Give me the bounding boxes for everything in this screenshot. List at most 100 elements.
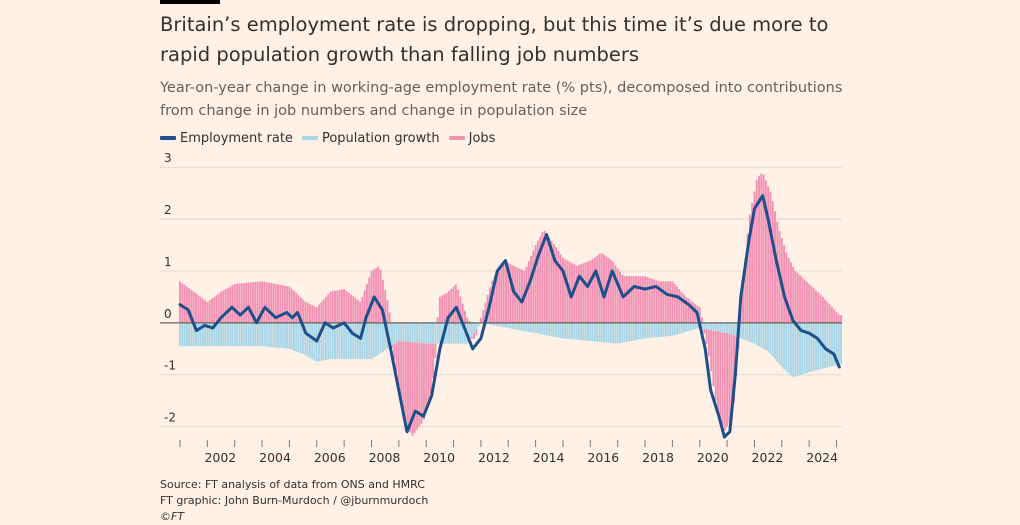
population-bar [753,323,755,344]
population-bar [528,323,530,332]
jobs-bar [528,261,530,323]
population-bar [583,323,585,341]
y-tick-label: 3 [164,151,172,165]
jobs-bar [311,305,313,323]
population-bar [275,323,277,348]
jobs-bar [603,255,605,323]
population-bar [685,323,687,332]
brand-bar [160,0,220,4]
population-bar [291,323,293,350]
jobs-bar [243,283,245,323]
jobs-bar [268,283,270,323]
population-bar [546,323,548,336]
population-bar [341,323,343,359]
jobs-bar [535,245,537,323]
jobs-bar [640,276,642,323]
population-bar [218,323,220,346]
population-bar [407,323,409,342]
population-bar [184,323,186,346]
population-bar [391,323,393,346]
population-bar [806,323,808,373]
jobs-bar [407,342,409,430]
jobs-bar [589,261,591,323]
jobs-bar [450,289,452,323]
jobs-bar [701,317,703,322]
chart-legend: Employment rate Population growth Jobs [160,129,504,147]
jobs-bar [295,293,297,323]
population-bar [790,323,792,376]
population-bar [428,323,430,344]
jobs-bar [304,302,306,323]
jobs-bar [681,292,683,323]
jobs-bar [238,284,240,323]
jobs-bars [179,174,842,436]
population-bar [236,323,238,346]
population-bar [423,323,425,344]
population-bar [769,323,771,354]
population-bar [539,323,541,334]
jobs-bar [263,282,265,323]
x-tick-label: 2020 [697,450,729,465]
population-bar [453,323,455,344]
population-bar [551,323,553,336]
jobs-bar [204,300,206,322]
jobs-bar [480,318,482,323]
population-bar [402,323,404,342]
jobs-bar [225,289,227,323]
jobs-bar [820,295,822,323]
legend-label-employment: Employment rate [180,131,293,146]
population-bar [571,323,573,339]
population-bar [229,323,231,346]
population-bar [544,323,546,335]
jobs-bar [416,343,418,430]
population-bar [307,323,309,357]
jobs-bar [341,290,343,323]
population-bar [703,323,705,329]
population-bar [653,323,655,338]
population-bar [747,323,749,341]
population-bar [783,323,785,369]
population-bar [733,323,735,336]
jobs-bar [482,310,484,323]
jobs-bar [423,343,425,419]
population-bar [357,323,359,359]
jobs-bar [464,311,466,323]
population-bar [300,323,302,353]
population-bar [626,323,628,342]
jobs-bar [717,331,719,409]
population-bar [594,323,596,342]
population-bar [683,323,685,333]
jobs-bar [580,264,582,323]
population-bar [614,323,616,344]
population-bar [382,323,384,352]
jobs-bar [826,302,828,323]
population-bar [359,323,361,359]
population-bar [640,323,642,339]
population-bar [432,323,434,344]
population-bar [450,323,452,344]
population-bar [619,323,621,343]
population-bar [722,323,724,333]
jobs-bar [345,291,347,323]
jobs-bar [635,276,637,323]
jobs-bar [817,293,819,323]
population-bar [708,323,710,330]
jobs-bar [726,333,728,426]
population-bar [567,323,569,339]
population-bar [405,323,407,342]
population-bar [325,323,327,360]
jobs-bar [719,332,721,418]
population-bar [642,323,644,339]
population-bar [831,323,833,366]
jobs-bar [619,272,621,323]
jobs-bar [318,305,320,323]
jobs-bar [806,282,808,323]
jobs-bar [386,300,388,323]
jobs-bar [678,289,680,323]
population-bar [829,323,831,367]
jobs-bar [327,294,329,323]
jobs-bar [596,256,598,323]
population-bar [231,323,233,346]
population-bar [815,323,817,371]
population-bar [655,323,657,337]
